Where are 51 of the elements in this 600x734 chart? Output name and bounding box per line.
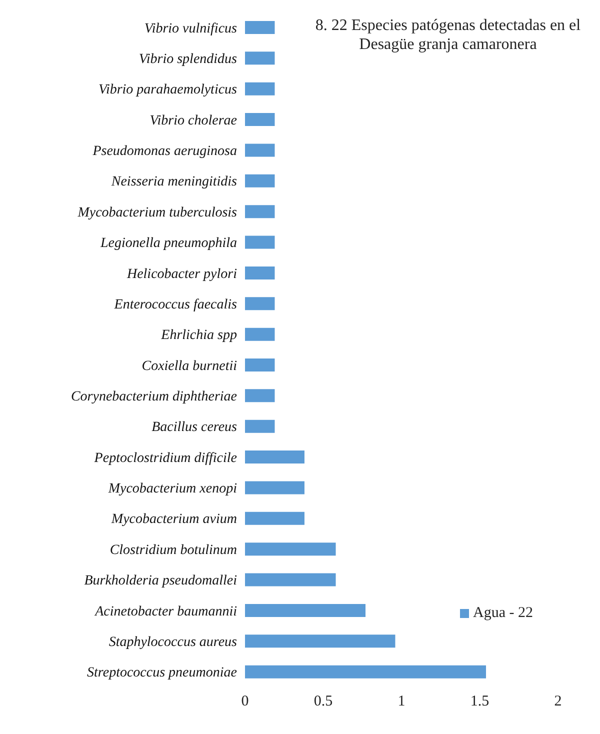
x-tick-label: 2 <box>554 694 562 710</box>
bar <box>245 174 275 188</box>
y-tick-label: Pseudomonas aeruginosa <box>92 144 237 160</box>
y-tick-label: Mycobacterium avium <box>110 512 237 528</box>
bar <box>245 205 275 218</box>
bar <box>245 144 275 157</box>
y-tick-label: Vibrio cholerae <box>150 113 237 128</box>
y-tick-label: Peptoclostridium difficile <box>93 450 237 466</box>
y-tick-label: Vibrio vulnificus <box>144 21 238 36</box>
bar <box>245 450 304 464</box>
x-tick-label: 1.5 <box>470 694 490 710</box>
y-tick-label: Mycobacterium tuberculosis <box>76 205 238 220</box>
y-tick-label: Vibrio splendidus <box>138 52 238 67</box>
bar <box>245 389 275 402</box>
bar <box>245 236 275 249</box>
bar <box>245 113 275 126</box>
y-tick-label: Vibrio parahaemolyticus <box>98 82 238 98</box>
bar <box>245 420 275 433</box>
y-tick-label: Acinetobacter baumannii <box>94 604 238 620</box>
bar <box>245 21 275 34</box>
bar <box>245 604 366 617</box>
y-tick-label: Bacillus cereus <box>152 420 238 436</box>
y-tick-label: Ehrlichia spp <box>160 328 237 344</box>
y-tick-label: Legionella pneumophila <box>100 236 237 252</box>
y-tick-label: Burkholderia pseudomallei <box>84 574 238 589</box>
bar <box>245 52 275 65</box>
bar <box>245 573 336 586</box>
text: 8. 22 Especies patógenas detectadas en el Desagüe granja camaronera <box>314 16 582 54</box>
x-tick-label: 0.5 <box>314 694 333 710</box>
legend-label: Agua - 22 <box>473 605 533 621</box>
bar <box>245 266 275 280</box>
y-tick-label: Helicobacter pylori <box>126 266 238 282</box>
bar <box>245 512 304 525</box>
bar <box>245 297 275 310</box>
y-tick-label: Corynebacterium diphtheriae <box>70 389 237 404</box>
y-tick-label: Clostridium botulinum <box>110 542 237 558</box>
bar <box>245 481 304 494</box>
bar <box>245 542 336 556</box>
bar <box>245 82 275 96</box>
y-tick-label: Enterococcus faecalis <box>113 297 238 312</box>
bar <box>245 665 486 678</box>
y-tick-label: Neisseria meningitidis <box>110 174 238 190</box>
x-tick-label: 1 <box>398 694 406 710</box>
bar <box>245 328 275 341</box>
y-tick-label: Coxiella burnetii <box>142 358 238 374</box>
y-tick-label: Streptococcus pneumoniae <box>87 666 237 681</box>
y-tick-label: Staphylococcus aureus <box>108 634 238 650</box>
bar <box>245 358 275 372</box>
x-tick-label: 0 <box>241 694 249 710</box>
bar <box>245 634 396 648</box>
y-tick-label: Mycobacterium xenopi <box>107 482 238 497</box>
